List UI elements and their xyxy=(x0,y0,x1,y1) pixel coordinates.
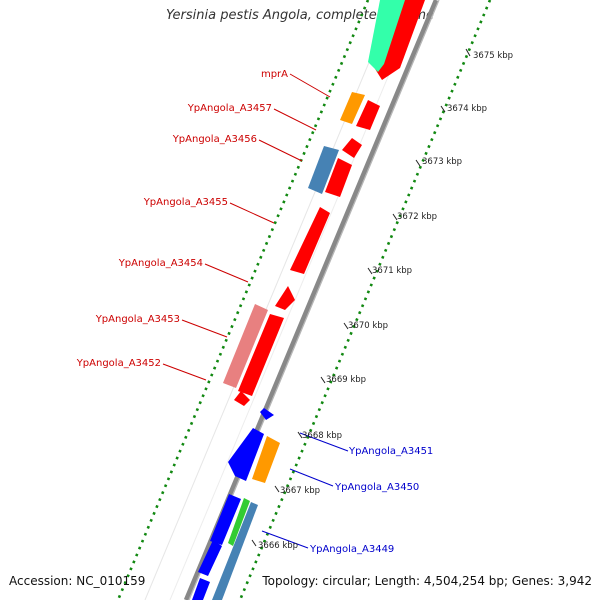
gc-track-outer xyxy=(116,0,370,600)
leader-line xyxy=(229,202,275,224)
gene-label-ypangola-a3451: YpAngola_A3451 xyxy=(348,446,433,457)
reverse-cds-feature xyxy=(342,138,362,158)
gene-label-ypangola-a3454: YpAngola_A3454 xyxy=(118,258,203,269)
forward-cds-feature xyxy=(192,578,210,600)
leader-line xyxy=(273,108,317,131)
tick-label: 3670 kbp xyxy=(348,321,388,331)
tick-mark xyxy=(392,213,398,221)
tick-label: 3671 kbp xyxy=(372,266,412,276)
gene-label-ypangola-a3450: YpAngola_A3450 xyxy=(334,482,419,493)
reverse-cds-feature xyxy=(356,100,380,130)
tick-mark xyxy=(343,322,349,330)
tick-label: 3674 kbp xyxy=(447,104,487,114)
reverse-cds-feature xyxy=(238,314,284,396)
tick-mark xyxy=(251,539,257,547)
gene-label-ypangola-a3453: YpAngola_A3453 xyxy=(95,314,180,325)
aqua-feature xyxy=(368,0,405,72)
tick-mark xyxy=(297,431,303,439)
tick-label: 3668 kbp xyxy=(302,431,342,441)
gene-label-ypangola-a3452: YpAngola_A3452 xyxy=(76,358,161,369)
reverse-cds-feature xyxy=(290,207,330,274)
green-feature xyxy=(228,498,250,546)
topology-summary-text: Topology: circular; Length: 4,504,254 bp… xyxy=(262,574,592,588)
orange-feature xyxy=(340,92,365,124)
tick-mark xyxy=(367,267,373,275)
tick-label: 3673 kbp xyxy=(422,157,462,167)
leader-line xyxy=(289,468,334,487)
guide-line-left xyxy=(144,0,396,600)
tick-mark xyxy=(465,48,471,57)
map-title: Yersinia pestis Angola, complete genome xyxy=(166,8,434,23)
forward-cds-feature xyxy=(198,540,222,576)
tick-mark xyxy=(440,105,446,113)
tick-mark xyxy=(320,376,326,384)
forward-cds-feature xyxy=(210,494,241,545)
tick-label: 3675 kbp xyxy=(473,51,513,61)
steelblue-feature xyxy=(308,146,339,194)
steelblue-feature xyxy=(212,502,258,600)
tick-label: 3667 kbp xyxy=(280,486,320,496)
accession-text: Accession: NC_010159 xyxy=(9,574,146,588)
leader-line xyxy=(258,139,303,162)
leader-line xyxy=(261,530,309,549)
gene-label-ypangola-a3456: YpAngola_A3456 xyxy=(172,134,257,145)
gene-label-mpra: mprA xyxy=(261,69,288,80)
orange-feature xyxy=(252,436,280,483)
tick-label: 3669 kbp xyxy=(326,375,366,385)
forward-cds-feature xyxy=(228,428,264,481)
reverse-cds-feature xyxy=(325,158,352,197)
gene-label-ypangola-a3457: YpAngola_A3457 xyxy=(187,103,272,114)
leader-line xyxy=(181,319,228,338)
tick-mark xyxy=(415,159,421,167)
pink-feature xyxy=(223,304,268,388)
tick-label: 3672 kbp xyxy=(397,212,437,222)
leader-line xyxy=(289,73,331,98)
leader-line xyxy=(204,263,249,283)
reverse-cds-feature xyxy=(234,391,250,406)
forward-cds-feature xyxy=(260,408,274,420)
tick-mark xyxy=(274,485,280,493)
gene-label-ypangola-a3449: YpAngola_A3449 xyxy=(309,544,394,555)
leader-line xyxy=(299,432,349,452)
gene-label-ypangola-a3455: YpAngola_A3455 xyxy=(143,197,228,208)
gc-track-inner xyxy=(238,0,492,600)
reverse-cds-feature xyxy=(275,286,295,310)
leader-line xyxy=(162,363,207,381)
tick-label: 3666 kbp xyxy=(258,541,298,551)
